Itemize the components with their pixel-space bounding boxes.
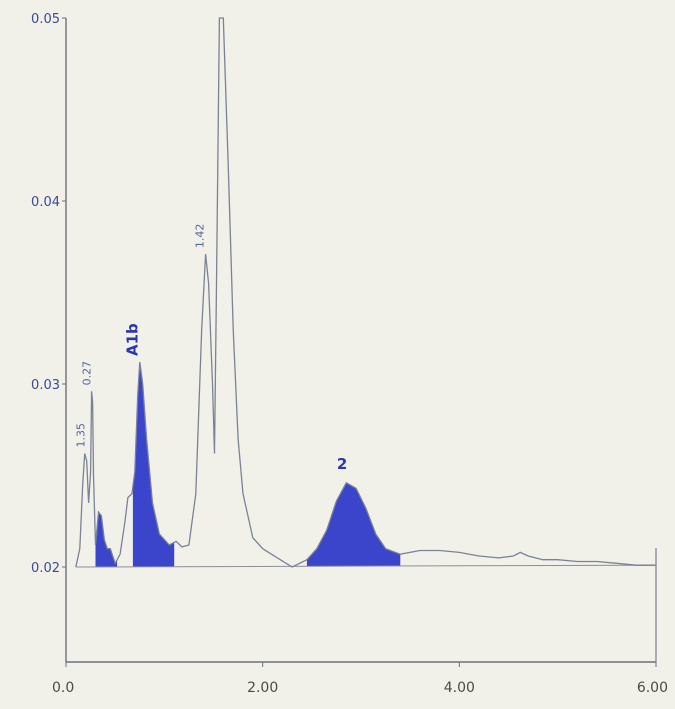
x-tick-label: 6.00	[637, 680, 668, 696]
peak-label: 2	[337, 455, 347, 473]
filled-peak-3	[306, 482, 401, 567]
peak-label: 0.27	[81, 361, 94, 386]
x-tick-label: 0.0	[52, 680, 74, 696]
peak-label: 1.42	[194, 224, 207, 249]
x-tick-label: 4.00	[444, 680, 475, 696]
peak-label: 1.35	[75, 423, 88, 448]
chromatogram-trace	[75, 17, 656, 568]
baseline	[75, 564, 657, 568]
filled-peaks	[95, 362, 401, 567]
peak-label: A1b	[124, 323, 142, 356]
filled-peak-2	[132, 362, 175, 567]
y-tick-label: 0.05	[31, 12, 60, 27]
x-tick-label: 2.00	[247, 680, 278, 696]
axis-ticks: 0.02 0.03 0.04 0.05 0.0 2.00 4.00 6.00	[31, 12, 668, 696]
peak-labels: 1.35 0.27 A1b 1.42 2	[75, 224, 348, 473]
y-tick-label: 0.04	[31, 195, 60, 210]
y-tick-label: 0.02	[31, 561, 60, 576]
y-tick-label: 0.03	[31, 378, 60, 393]
